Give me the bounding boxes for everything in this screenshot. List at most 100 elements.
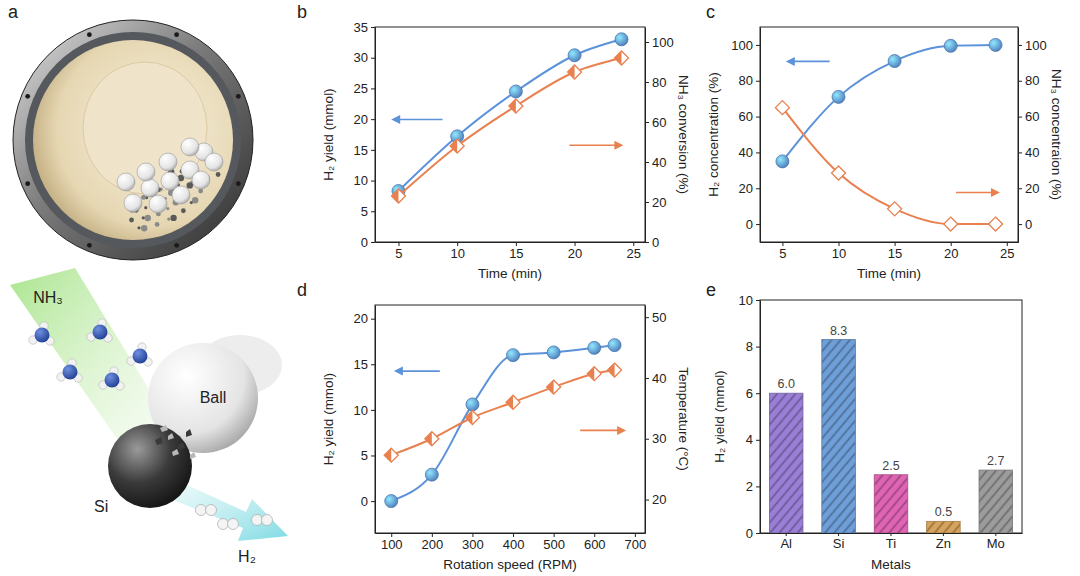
plot-frame — [375, 27, 645, 242]
tick-label: 100 — [381, 537, 403, 552]
nh3-molecule — [29, 322, 54, 345]
tick-label: 5 — [395, 246, 402, 261]
n-atom — [105, 373, 120, 388]
tick-label: 700 — [624, 537, 646, 552]
y2-axis: 20304050 — [645, 306, 666, 534]
tick: 0 — [746, 526, 760, 541]
tick: 40 — [739, 145, 760, 160]
mill-bolt — [25, 94, 30, 99]
diamond-half-fill — [506, 395, 513, 409]
data-point — [944, 217, 958, 231]
tick-label: 20 — [568, 246, 582, 261]
tick-label: 20 — [1025, 181, 1039, 196]
tick-mark — [1018, 224, 1022, 225]
y-axis-line — [375, 28, 376, 243]
y-axis-line — [760, 28, 761, 243]
data-point — [608, 339, 621, 352]
diamond-half-fill — [615, 51, 622, 65]
axis-pointer-arrow — [391, 115, 442, 124]
diamond-body — [465, 410, 479, 424]
tick-label: 0 — [361, 235, 368, 250]
powder-particle — [145, 215, 151, 221]
data-label: 8.3 — [830, 324, 847, 338]
panel-c: c510152025020406080100020406080100Time (… — [706, 2, 1064, 281]
arrow-head — [391, 115, 400, 124]
tick-label: 80 — [1025, 73, 1039, 88]
diamond-body — [587, 367, 601, 381]
tick: 2 — [746, 479, 760, 494]
series-line — [398, 58, 621, 196]
axis-pointer-arrow — [580, 426, 626, 435]
data-point — [944, 39, 957, 52]
tick-label: 20 — [652, 195, 666, 210]
tick-label: 10 — [354, 173, 368, 188]
tick-label: 15 — [509, 246, 523, 261]
tick-label: 25 — [1000, 246, 1014, 261]
data-point — [775, 101, 789, 115]
nh3-molecule — [87, 319, 112, 342]
plot-frame — [760, 300, 1022, 533]
y2-axis: 020406080100 — [1018, 28, 1047, 243]
diamond-body — [509, 99, 523, 113]
tick-label: 80 — [652, 75, 666, 90]
tick: 400 — [503, 533, 525, 552]
bar — [769, 393, 803, 533]
arrow-head — [991, 188, 1000, 197]
tick-mark — [371, 27, 375, 28]
powder-particle — [190, 201, 193, 204]
tick: 15 — [888, 242, 902, 261]
mill-bolt — [236, 181, 241, 186]
data-point — [615, 51, 629, 65]
tick: 700 — [624, 533, 646, 552]
tick: 20 — [739, 181, 760, 196]
nh3-molecule — [57, 359, 82, 382]
tick-mark — [1018, 117, 1022, 118]
tick: 25 — [627, 242, 641, 261]
nh3-molecule — [127, 343, 152, 366]
nh3-molecule — [99, 367, 124, 390]
h2-molecule — [218, 519, 239, 530]
tick-mark — [756, 300, 760, 301]
diamond-half-fill — [425, 432, 432, 446]
y2-axis-title: NH₃ concentraion (%) — [1049, 69, 1064, 200]
data-label: 6.0 — [778, 377, 795, 391]
data-point — [384, 448, 398, 462]
powder-particle — [141, 225, 147, 231]
diamond-half-fill — [384, 448, 391, 462]
tick: 40 — [645, 371, 666, 386]
diamond-body — [450, 139, 464, 153]
tick: 40 — [1018, 145, 1039, 160]
diamond-body — [832, 166, 846, 180]
milling-ball — [181, 138, 199, 156]
data-point — [466, 398, 479, 411]
tick-label: 20 — [739, 181, 753, 196]
h2-label: H₂ — [238, 548, 256, 565]
data-label: 2.7 — [987, 454, 1004, 468]
powder-particle — [216, 172, 221, 177]
tick: 20 — [944, 242, 958, 261]
tick-mark — [756, 533, 760, 534]
diamond-body — [425, 432, 439, 446]
y-axis: 05101520253035 — [354, 20, 376, 250]
powder-particle — [187, 182, 193, 188]
bar — [927, 521, 961, 533]
tick-mark — [645, 162, 649, 163]
data-point — [615, 33, 628, 46]
milling-ball — [205, 153, 223, 171]
tick-label: 40 — [1025, 145, 1039, 160]
milling-ball — [172, 186, 190, 204]
x-axis: 100200300400500600700 — [376, 533, 647, 552]
tick-mark — [756, 117, 760, 118]
powder-particle — [144, 206, 147, 209]
diamond-half-fill — [587, 367, 594, 381]
tick-mark — [645, 242, 649, 243]
tick: 80 — [645, 75, 666, 90]
tick-label: 100 — [1025, 38, 1047, 53]
tick: 25 — [354, 81, 375, 96]
tick-label: Mo — [987, 536, 1005, 551]
powder-particle — [167, 217, 170, 220]
data-point — [509, 85, 522, 98]
tick: 80 — [739, 73, 760, 88]
si-fragment — [172, 449, 179, 456]
milling-ball — [124, 194, 142, 212]
